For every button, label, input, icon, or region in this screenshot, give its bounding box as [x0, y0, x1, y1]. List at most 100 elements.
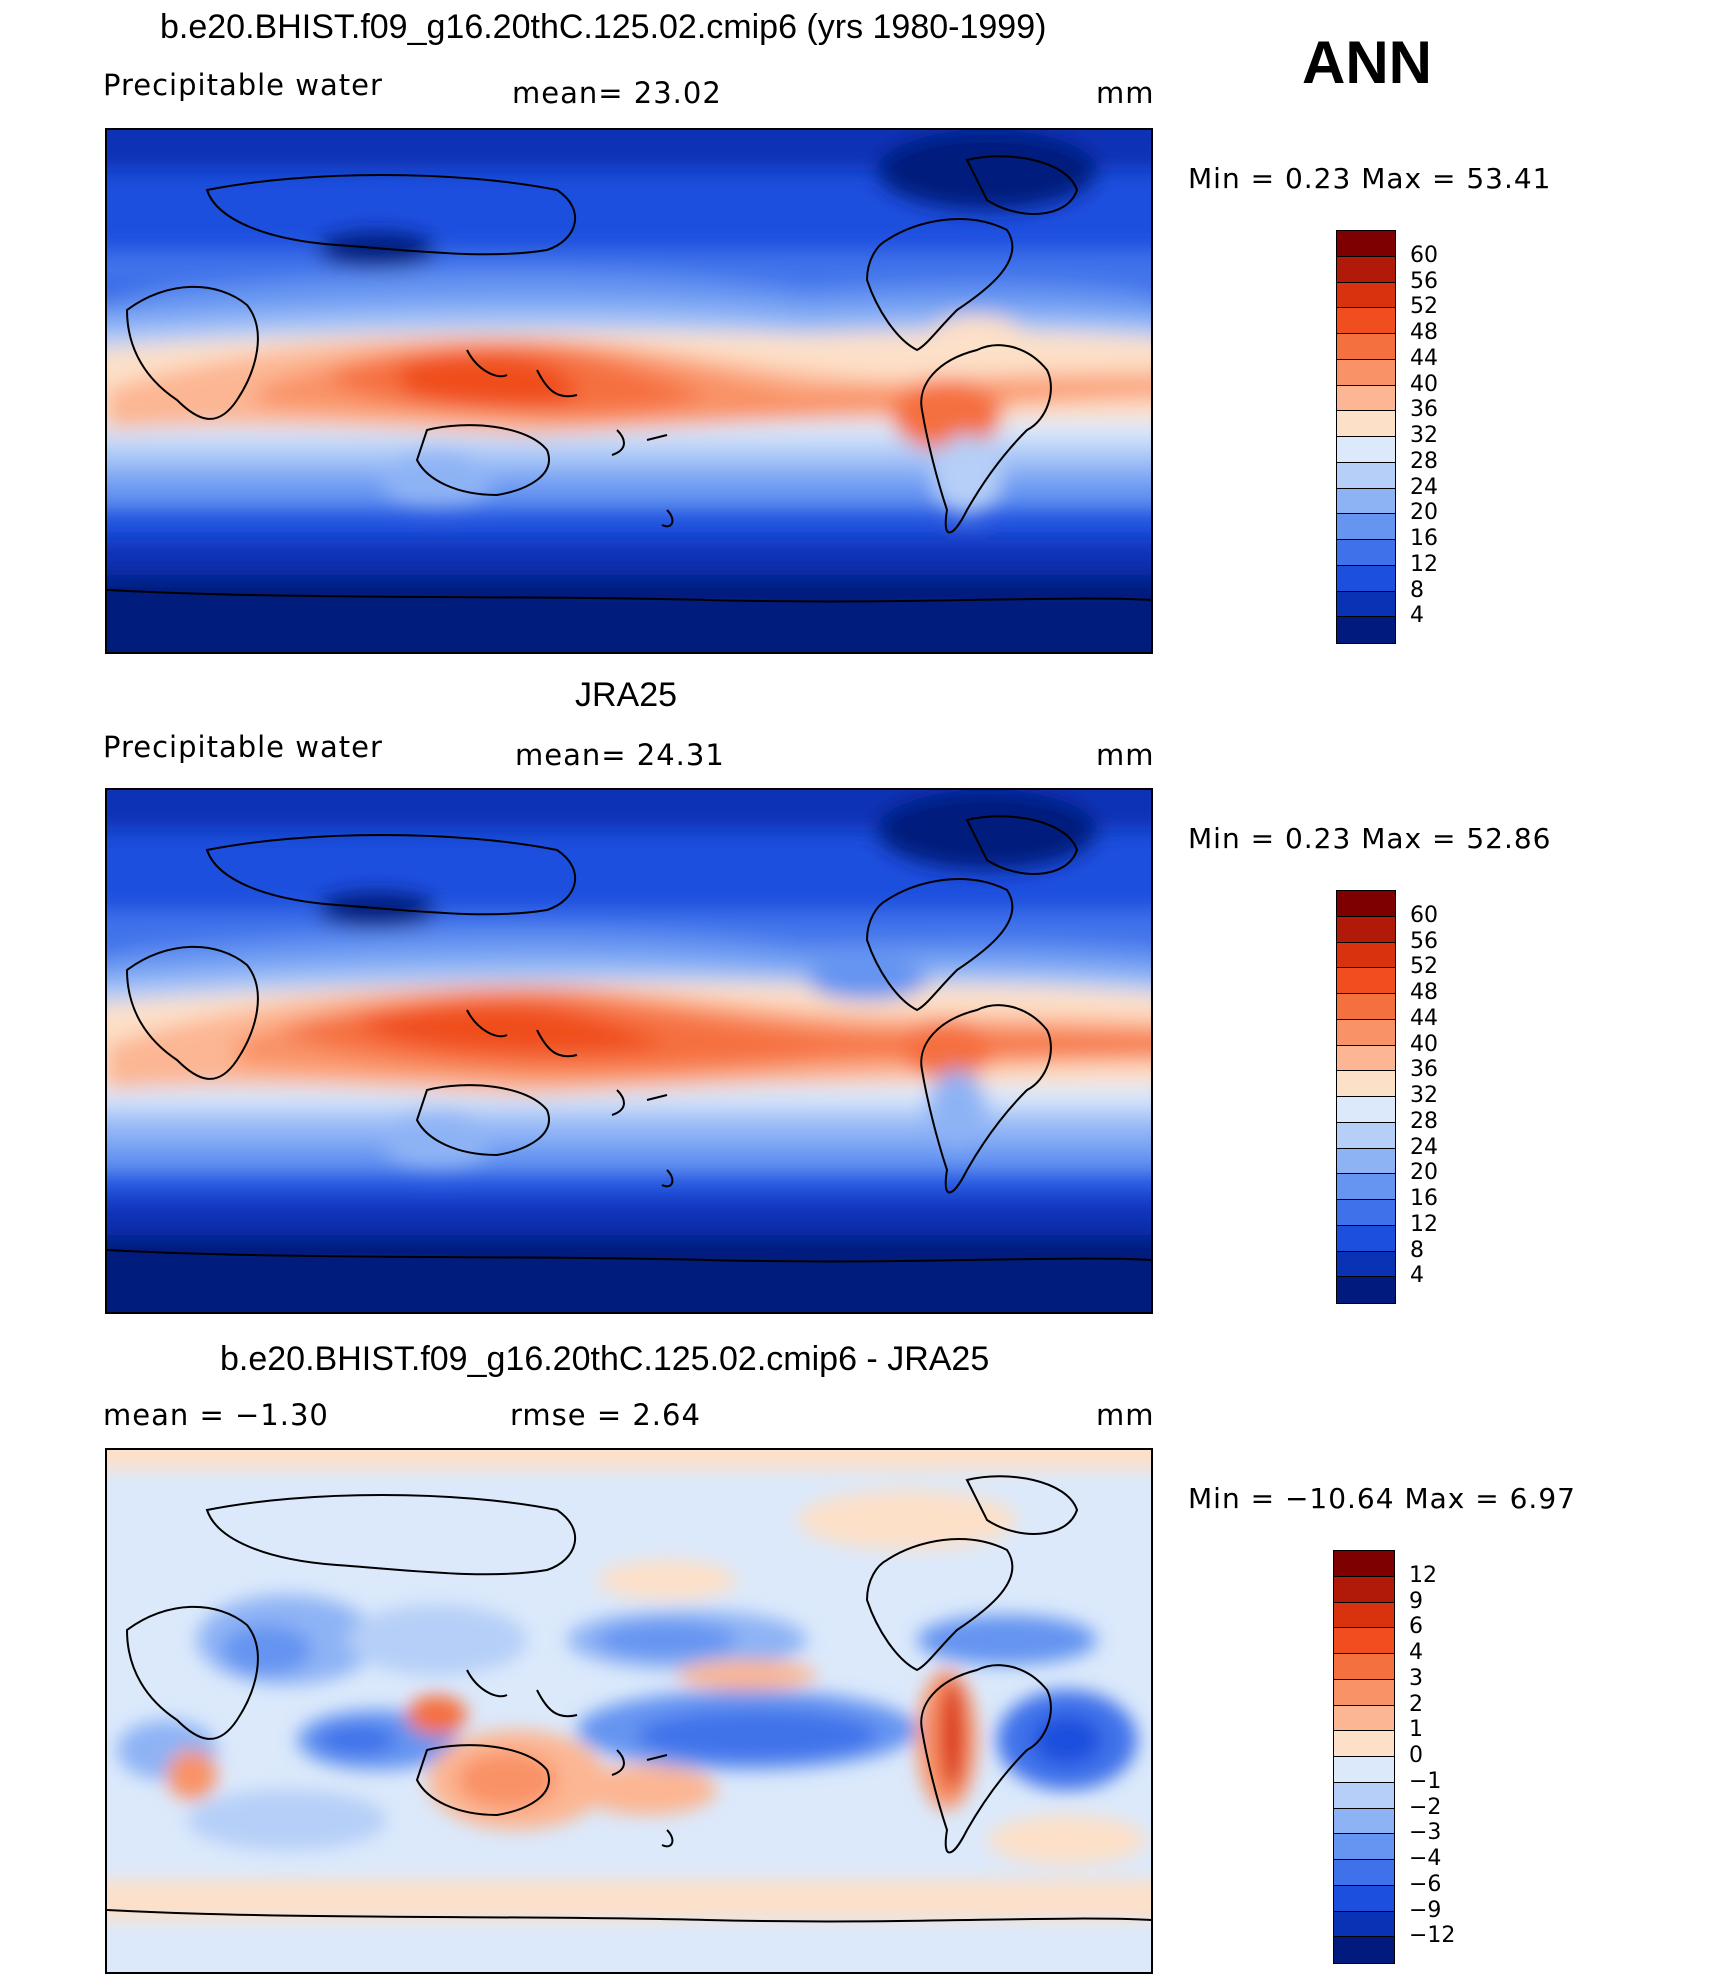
colorbar-swatch — [1337, 916, 1395, 943]
colorbar-tick-label: 16 — [1410, 526, 1438, 551]
colorbar-swatch — [1337, 1148, 1395, 1175]
colorbar-swatch — [1337, 385, 1395, 412]
colorbar-swatch — [1337, 462, 1395, 489]
colorbar-swatch — [1334, 1576, 1394, 1603]
colorbar-tick-label: 52 — [1410, 294, 1438, 320]
colorbar-tick-label: 16 — [1410, 1186, 1438, 1211]
colorbar-tick-label: −2 — [1409, 1794, 1442, 1820]
colorbar-swatch — [1337, 1122, 1395, 1149]
colorbar-swatch — [1334, 1551, 1394, 1577]
panel-model-variable: Precipitable water — [103, 68, 383, 102]
colorbar-tick-label: 56 — [1410, 268, 1438, 294]
colorbar-swatch — [1334, 1679, 1394, 1706]
colorbar-tick-label: 0 — [1409, 1743, 1423, 1768]
colorbar-swatch — [1337, 282, 1395, 309]
colorbar-tick-label: 48 — [1410, 980, 1438, 1005]
colorbar-swatch — [1337, 1200, 1395, 1226]
colorbar-tick-label: −3 — [1409, 1820, 1442, 1846]
colorbar-swatch — [1337, 359, 1395, 386]
colorbar-tick-label: 12 — [1409, 1562, 1437, 1588]
panel-model-colorbar — [1336, 230, 1396, 644]
panel-obs-map — [105, 788, 1153, 1314]
colorbar-swatch — [1337, 891, 1395, 917]
colorbar-tick-label: 48 — [1410, 320, 1438, 345]
colorbar-swatch — [1334, 1834, 1394, 1860]
colorbar-tick-label: −1 — [1409, 1768, 1442, 1794]
panel-obs-variable: Precipitable water — [103, 730, 383, 764]
colorbar-swatch — [1337, 942, 1395, 969]
panel-model-title: b.e20.BHIST.f09_g16.20thC.125.02.cmip6 (… — [160, 8, 1047, 46]
colorbar-swatch — [1334, 1911, 1394, 1938]
colorbar-tick-label: −9 — [1409, 1897, 1442, 1923]
colorbar-tick-label: 60 — [1410, 902, 1438, 928]
colorbar-swatch — [1334, 1628, 1394, 1654]
colorbar-tick-label: 2 — [1409, 1691, 1423, 1717]
colorbar-swatch — [1337, 488, 1395, 515]
colorbar-swatch — [1334, 1860, 1394, 1886]
panel-obs-minmax: Min = 0.23 Max = 52.86 — [1188, 822, 1552, 855]
colorbar-tick-label: 44 — [1410, 1005, 1438, 1031]
colorbar-tick-label: 8 — [1410, 577, 1424, 603]
panel-diff-rmse: rmse = 2.64 — [510, 1398, 701, 1432]
colorbar-swatch — [1337, 1097, 1395, 1123]
panel-diff-minmax: Min = −10.64 Max = 6.97 — [1188, 1482, 1576, 1515]
colorbar-swatch — [1334, 1885, 1394, 1912]
colorbar-swatch — [1337, 1277, 1395, 1303]
colorbar-swatch — [1337, 1251, 1395, 1278]
colorbar-tick-label: 56 — [1410, 928, 1438, 954]
colorbar-swatch — [1337, 411, 1395, 437]
colorbar-swatch — [1334, 1654, 1394, 1680]
colorbar-swatch — [1334, 1808, 1394, 1835]
colorbar-tick-label: 12 — [1410, 551, 1438, 577]
colorbar-swatch — [1334, 1731, 1394, 1757]
colorbar-tick-label: 8 — [1410, 1237, 1424, 1263]
colorbar-swatch — [1337, 1225, 1395, 1252]
colorbar-tick-label: 12 — [1410, 1211, 1438, 1237]
colorbar-swatch — [1337, 968, 1395, 994]
panel-diff-map — [105, 1448, 1153, 1974]
colorbar-tick-label: 28 — [1410, 1108, 1438, 1134]
colorbar-swatch — [1337, 308, 1395, 334]
colorbar-swatch — [1337, 256, 1395, 283]
colorbar-swatch — [1337, 1174, 1395, 1200]
colorbar-tick-label: 6 — [1409, 1614, 1423, 1640]
season-label: ANN — [1302, 29, 1432, 96]
colorbar-tick-label: 52 — [1410, 954, 1438, 980]
colorbar-tick-label: 36 — [1410, 397, 1438, 423]
colorbar-tick-label: 4 — [1410, 1263, 1424, 1289]
colorbar-swatch — [1334, 1782, 1394, 1809]
colorbar-swatch — [1337, 540, 1395, 566]
colorbar-tick-label: 44 — [1410, 345, 1438, 371]
colorbar-tick-label: 40 — [1410, 1031, 1438, 1057]
colorbar-tick-label: 32 — [1410, 423, 1438, 448]
colorbar-swatch — [1337, 565, 1395, 592]
colorbar-swatch — [1337, 591, 1395, 618]
colorbar-swatch — [1337, 437, 1395, 463]
colorbar-tick-label: 3 — [1409, 1665, 1423, 1691]
colorbar-tick-label: 20 — [1410, 500, 1438, 526]
colorbar-swatch — [1337, 1045, 1395, 1072]
panel-diff-title: b.e20.BHIST.f09_g16.20thC.125.02.cmip6 -… — [220, 1340, 990, 1378]
panel-model-mean: mean= 23.02 — [512, 76, 722, 110]
colorbar-tick-label: 20 — [1410, 1160, 1438, 1186]
colorbar-tick-label: 28 — [1410, 448, 1438, 474]
panel-model-units: mm — [1096, 76, 1155, 110]
colorbar-swatch — [1334, 1602, 1394, 1629]
panel-diff-units: mm — [1096, 1398, 1155, 1432]
panel-obs-mean: mean= 24.31 — [515, 738, 725, 772]
colorbar-tick-label: −6 — [1409, 1871, 1442, 1897]
colorbar-swatch — [1337, 617, 1395, 643]
colorbar-tick-label: 24 — [1410, 474, 1438, 500]
colorbar-tick-label: −12 — [1409, 1923, 1456, 1949]
colorbar-tick-label: 36 — [1410, 1057, 1438, 1083]
colorbar-swatch — [1337, 231, 1395, 257]
panel-obs-colorbar — [1336, 890, 1396, 1304]
colorbar-swatch — [1334, 1705, 1394, 1732]
panel-diff-colorbar — [1333, 1550, 1395, 1964]
panel-diff-mean: mean = −1.30 — [103, 1398, 329, 1432]
panel-model-minmax: Min = 0.23 Max = 53.41 — [1188, 162, 1552, 195]
colorbar-swatch — [1337, 1071, 1395, 1097]
panel-obs-title: JRA25 — [575, 676, 678, 714]
colorbar-swatch — [1334, 1937, 1394, 1963]
colorbar-swatch — [1337, 1019, 1395, 1046]
